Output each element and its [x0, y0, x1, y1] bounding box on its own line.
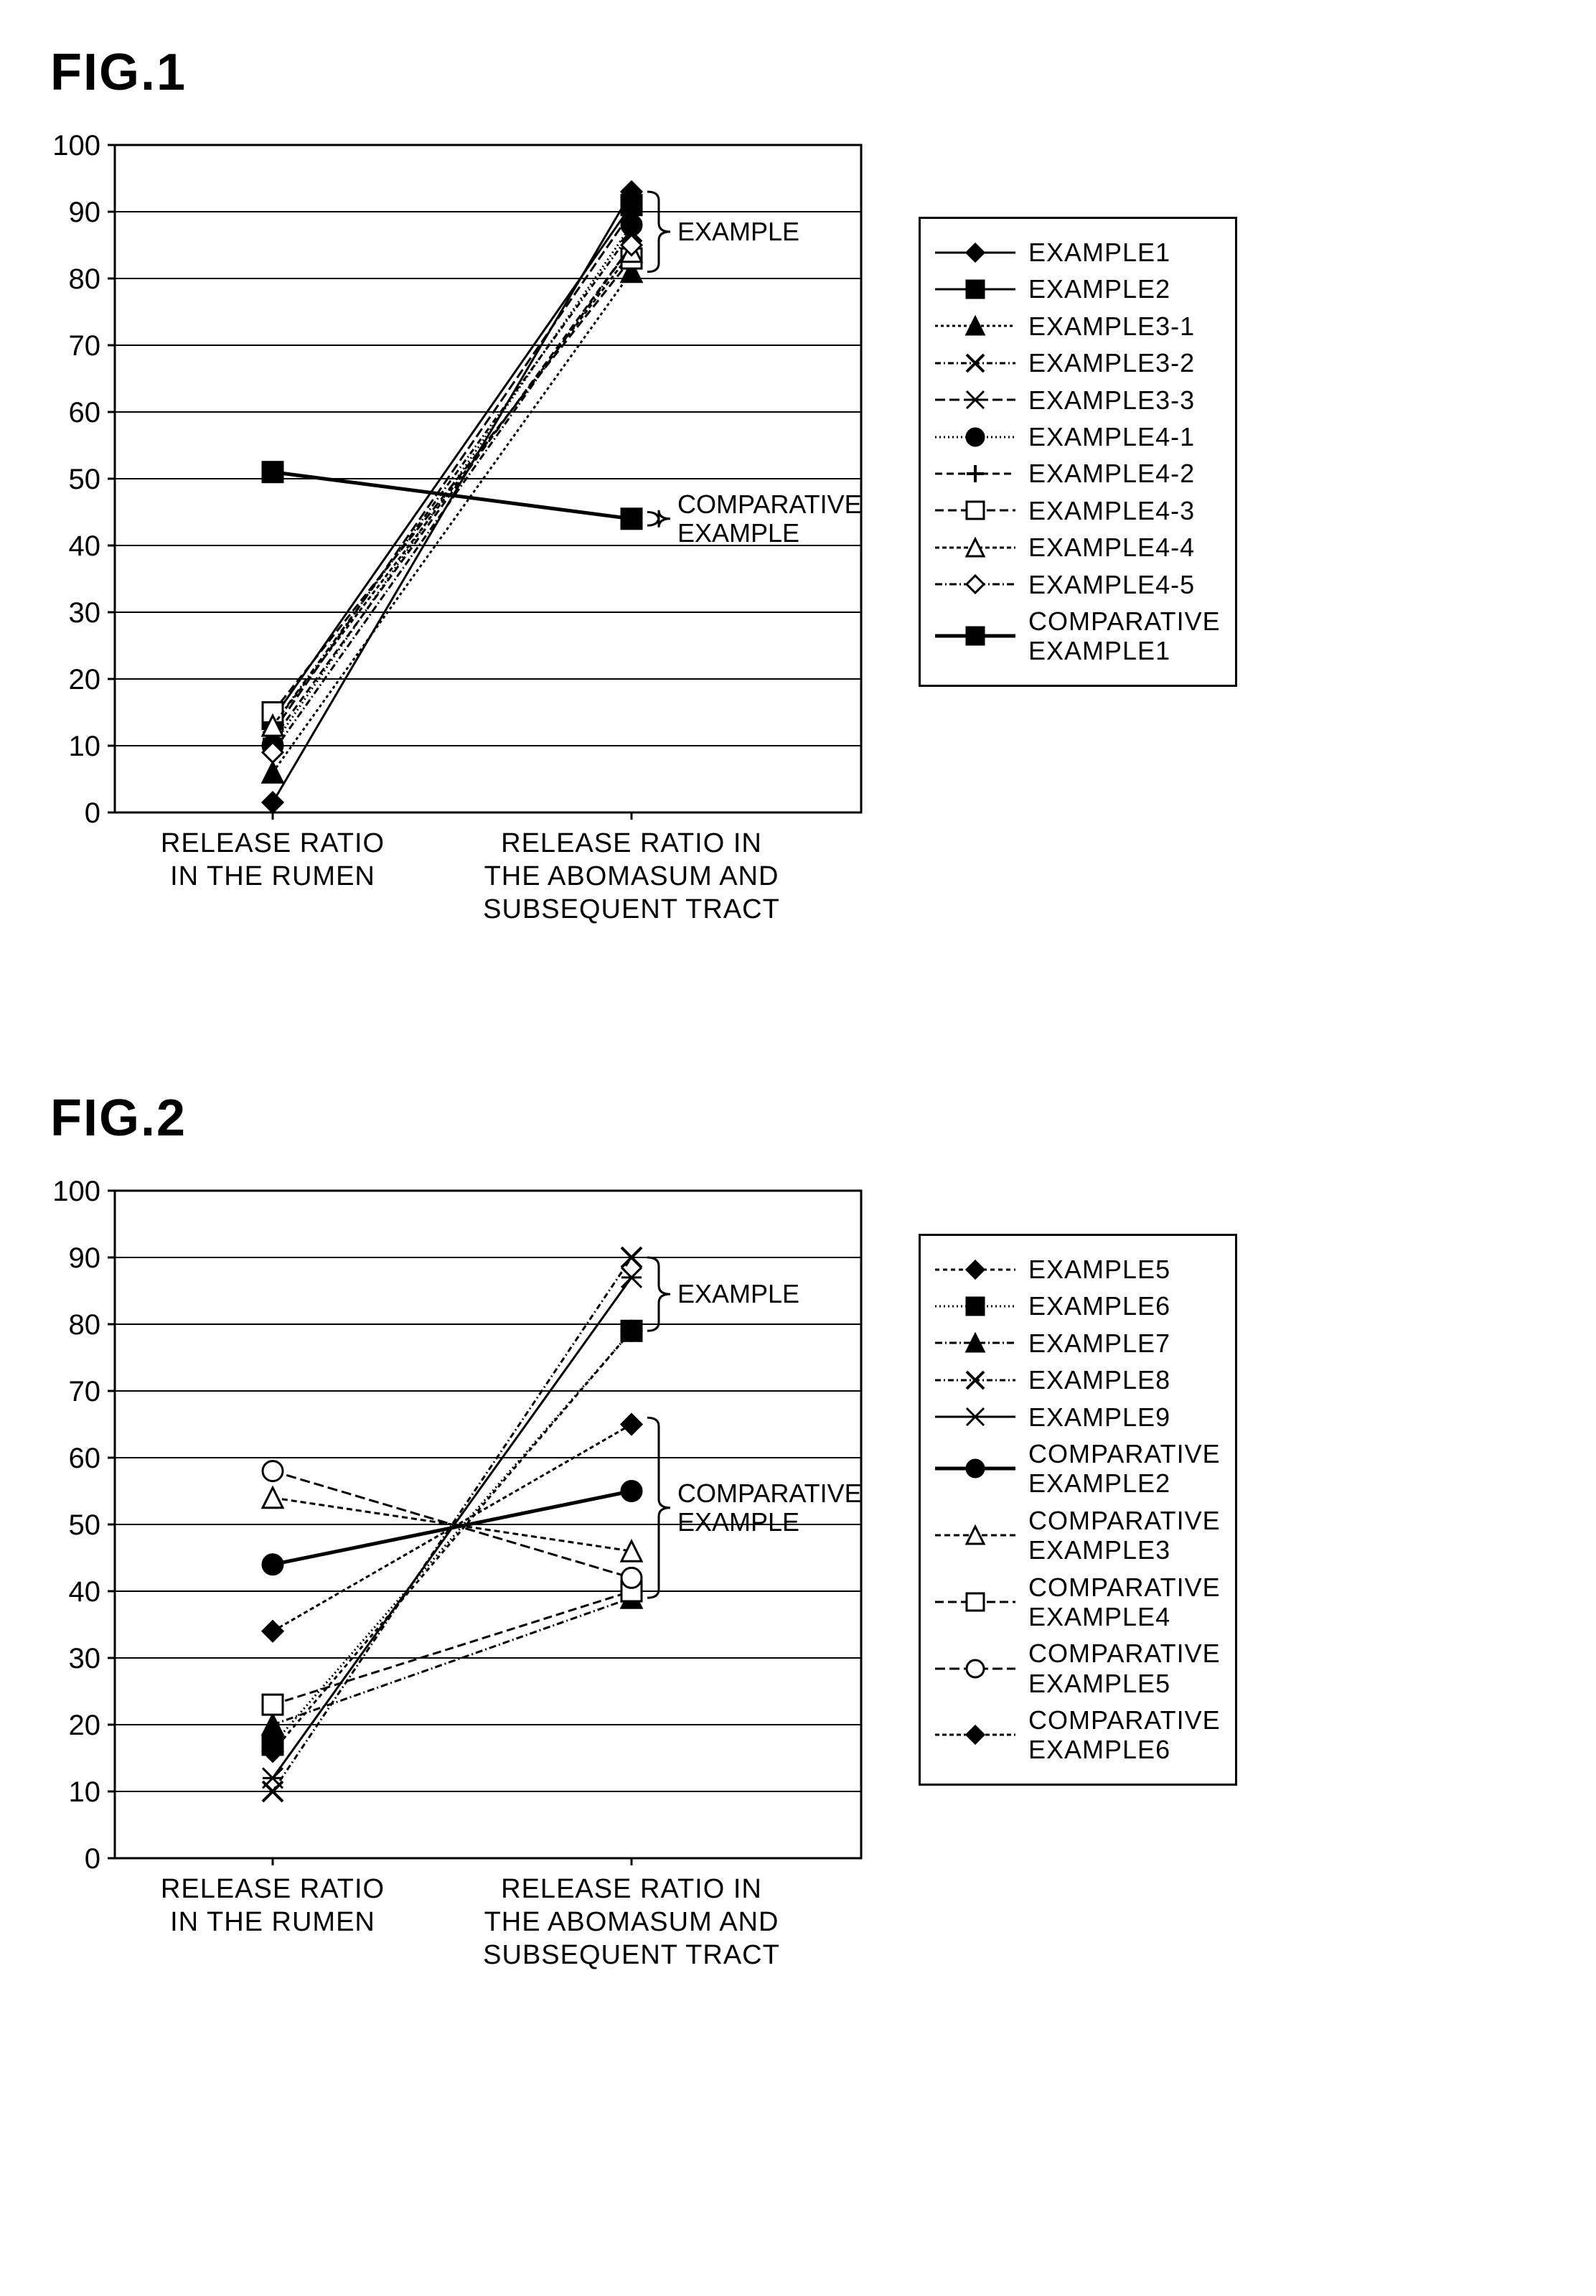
chart-2-svg: 0 10 20 30 40 50 60 70 80 90 100 RELEASE RATIOIN TH…: [29, 1169, 890, 2059]
legend-item: EXAMPLE4-3: [932, 496, 1221, 525]
legend-item: EXAMPLE3-2: [932, 348, 1221, 378]
svg-text:90: 90: [69, 1242, 101, 1274]
legend-item: COMPARATIVEEXAMPLE1: [932, 606, 1221, 666]
legend-item: EXAMPLE8: [932, 1365, 1221, 1395]
legend-label: EXAMPLE2: [1028, 274, 1170, 304]
figure-2-legend: EXAMPLE5 EXAMPLE6 EXAMPLE7 EXAMPLE8 EXAMPLE9…: [919, 1234, 1237, 1786]
figure-1-chart: 0 10 20 30 40 50 60 70 80 90 100 RELEASE RATIOIN TH…: [29, 123, 890, 1017]
figure-2-title: FIG.2: [50, 1089, 1567, 1148]
svg-text:10: 10: [69, 731, 101, 762]
legend-item: EXAMPLE2: [932, 274, 1221, 304]
legend-label: COMPARATIVEEXAMPLE3: [1028, 1506, 1221, 1565]
legend-label: EXAMPLE4-5: [1028, 570, 1195, 599]
legend-label: COMPARATIVEEXAMPLE6: [1028, 1705, 1221, 1765]
svg-text:20: 20: [69, 1710, 101, 1741]
legend-item: EXAMPLE9: [932, 1402, 1221, 1432]
svg-text:EXAMPLE: EXAMPLE: [677, 217, 799, 246]
svg-text:IN THE RUMEN: IN THE RUMEN: [170, 861, 375, 891]
svg-text:SUBSEQUENT TRACT: SUBSEQUENT TRACT: [483, 1940, 780, 1970]
legend-label: EXAMPLE3-1: [1028, 311, 1195, 341]
legend-item: EXAMPLE7: [932, 1329, 1221, 1358]
svg-text:RELEASE RATIO: RELEASE RATIO: [161, 828, 385, 858]
figure-1: FIG.1 0 10 20 30 40 50 60 70 80 90 100 RELEASE RATI…: [29, 43, 1567, 1017]
svg-text:30: 30: [69, 1643, 101, 1674]
legend-label: EXAMPLE3-2: [1028, 348, 1195, 378]
svg-text:60: 60: [69, 1443, 101, 1474]
svg-text:RELEASE RATIO: RELEASE RATIO: [161, 1874, 385, 1904]
legend-item: EXAMPLE6: [932, 1291, 1221, 1321]
legend-item: EXAMPLE3-1: [932, 311, 1221, 341]
legend-label: EXAMPLE4-2: [1028, 459, 1195, 488]
svg-text:EXAMPLE: EXAMPLE: [677, 1279, 799, 1308]
svg-text:SUBSEQUENT TRACT: SUBSEQUENT TRACT: [483, 894, 780, 924]
svg-text:0: 0: [85, 797, 100, 829]
svg-text:70: 70: [69, 330, 101, 362]
svg-text:RELEASE RATIO IN: RELEASE RATIO IN: [501, 1874, 762, 1904]
svg-text:EXAMPLE: EXAMPLE: [677, 1507, 799, 1537]
legend-item: EXAMPLE3-3: [932, 385, 1221, 415]
svg-text:40: 40: [69, 1576, 101, 1608]
legend-label: EXAMPLE5: [1028, 1255, 1170, 1284]
legend-label: COMPARATIVEEXAMPLE1: [1028, 606, 1221, 666]
svg-text:COMPARATIVE: COMPARATIVE: [677, 489, 862, 519]
legend-item: EXAMPLE4-2: [932, 459, 1221, 488]
svg-text:20: 20: [69, 664, 101, 695]
legend-label: EXAMPLE4-3: [1028, 496, 1195, 525]
svg-text:100: 100: [52, 1176, 100, 1207]
legend-label: EXAMPLE6: [1028, 1291, 1170, 1321]
svg-text:COMPARATIVE: COMPARATIVE: [677, 1479, 862, 1508]
figure-2: FIG.2 0 10 20 30 40 50 60 70 80 90 100 RELEASE RATI…: [29, 1089, 1567, 2063]
legend-label: EXAMPLE3-3: [1028, 385, 1195, 415]
svg-text:10: 10: [69, 1776, 101, 1808]
svg-text:IN THE RUMEN: IN THE RUMEN: [170, 1907, 375, 1937]
svg-text:THE ABOMASUM AND: THE ABOMASUM AND: [484, 1907, 779, 1937]
svg-text:70: 70: [69, 1376, 101, 1407]
legend-item: COMPARATIVEEXAMPLE6: [932, 1705, 1221, 1765]
legend-label: COMPARATIVEEXAMPLE5: [1028, 1639, 1221, 1698]
chart-1-svg: 0 10 20 30 40 50 60 70 80 90 100 RELEASE RATIOIN TH…: [29, 123, 890, 1013]
legend-item: COMPARATIVEEXAMPLE5: [932, 1639, 1221, 1698]
figure-2-row: 0 10 20 30 40 50 60 70 80 90 100 RELEASE RATIOIN TH…: [29, 1169, 1567, 2063]
legend-label: COMPARATIVEEXAMPLE2: [1028, 1439, 1221, 1499]
legend-item: COMPARATIVEEXAMPLE3: [932, 1506, 1221, 1565]
figure-1-row: 0 10 20 30 40 50 60 70 80 90 100 RELEASE RATIOIN TH…: [29, 123, 1567, 1017]
figure-1-title: FIG.1: [50, 43, 1567, 102]
svg-text:60: 60: [69, 397, 101, 428]
legend-item: EXAMPLE4-5: [932, 570, 1221, 599]
svg-text:30: 30: [69, 597, 101, 629]
legend-item: COMPARATIVEEXAMPLE2: [932, 1439, 1221, 1499]
svg-text:90: 90: [69, 197, 101, 228]
svg-text:0: 0: [85, 1843, 100, 1875]
figure-2-chart: 0 10 20 30 40 50 60 70 80 90 100 RELEASE RATIOIN TH…: [29, 1169, 890, 2063]
svg-text:80: 80: [69, 263, 101, 295]
legend-item: EXAMPLE1: [932, 238, 1221, 267]
svg-text:50: 50: [69, 1509, 101, 1541]
svg-text:EXAMPLE: EXAMPLE: [677, 518, 799, 548]
figure-1-legend: EXAMPLE1 EXAMPLE2 EXAMPLE3-1 EXAMPLE3-2 EXAM…: [919, 217, 1237, 687]
legend-label: EXAMPLE4-1: [1028, 422, 1195, 451]
svg-text:40: 40: [69, 530, 101, 562]
legend-item: EXAMPLE5: [932, 1255, 1221, 1284]
legend-label: EXAMPLE1: [1028, 238, 1170, 267]
svg-text:100: 100: [52, 130, 100, 161]
legend-item: EXAMPLE4-1: [932, 422, 1221, 451]
legend-label: EXAMPLE9: [1028, 1402, 1170, 1432]
legend-label: EXAMPLE7: [1028, 1329, 1170, 1358]
svg-text:RELEASE RATIO IN: RELEASE RATIO IN: [501, 828, 762, 858]
legend-item: COMPARATIVEEXAMPLE4: [932, 1573, 1221, 1632]
legend-item: EXAMPLE4-4: [932, 533, 1221, 562]
legend-label: EXAMPLE4-4: [1028, 533, 1195, 562]
legend-label: COMPARATIVEEXAMPLE4: [1028, 1573, 1221, 1632]
svg-text:80: 80: [69, 1309, 101, 1341]
legend-label: EXAMPLE8: [1028, 1365, 1170, 1395]
svg-text:50: 50: [69, 464, 101, 495]
svg-text:THE ABOMASUM AND: THE ABOMASUM AND: [484, 861, 779, 891]
